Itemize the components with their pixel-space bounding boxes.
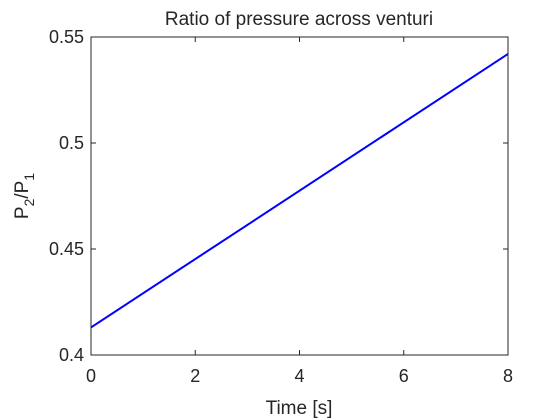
y-tick-label-3: 0.55 bbox=[49, 27, 84, 47]
axes-box bbox=[90, 36, 509, 356]
y-label-sub-2: 2 bbox=[21, 198, 37, 206]
y-label-p2: P bbox=[12, 206, 33, 219]
y-tick-label-2: 0.5 bbox=[59, 133, 84, 153]
x-tick-label-4: 8 bbox=[503, 366, 513, 386]
y-tick-label-1: 0.45 bbox=[49, 239, 84, 259]
chart-title: Ratio of pressure across venturi bbox=[165, 9, 433, 30]
y-label-slash-p: /P bbox=[12, 181, 33, 199]
y-tick-label-0: 0.4 bbox=[59, 345, 84, 365]
x-tick-label-0: 0 bbox=[86, 366, 96, 386]
x-tick-label-2: 4 bbox=[294, 366, 304, 386]
series-layer bbox=[90, 53, 509, 329]
series-line-0 bbox=[90, 53, 509, 329]
y-axis-label: P2/P1 bbox=[12, 173, 37, 219]
x-axis-label: Time [s] bbox=[266, 398, 333, 419]
plot-area bbox=[91, 37, 508, 355]
x-tick-label-3: 6 bbox=[399, 366, 409, 386]
y-label-sub-1: 1 bbox=[21, 173, 37, 181]
x-tick-label-1: 2 bbox=[190, 366, 200, 386]
